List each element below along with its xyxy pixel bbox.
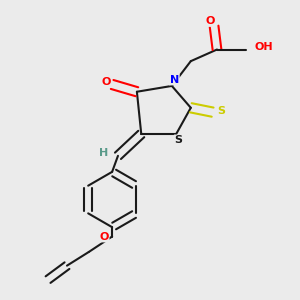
Text: O: O [205, 16, 214, 26]
Text: OH: OH [254, 42, 273, 52]
Text: H: H [99, 148, 109, 158]
Text: O: O [99, 232, 109, 242]
Text: O: O [101, 76, 110, 87]
Text: N: N [169, 74, 179, 85]
Text: S: S [175, 135, 182, 146]
Text: S: S [218, 106, 225, 116]
